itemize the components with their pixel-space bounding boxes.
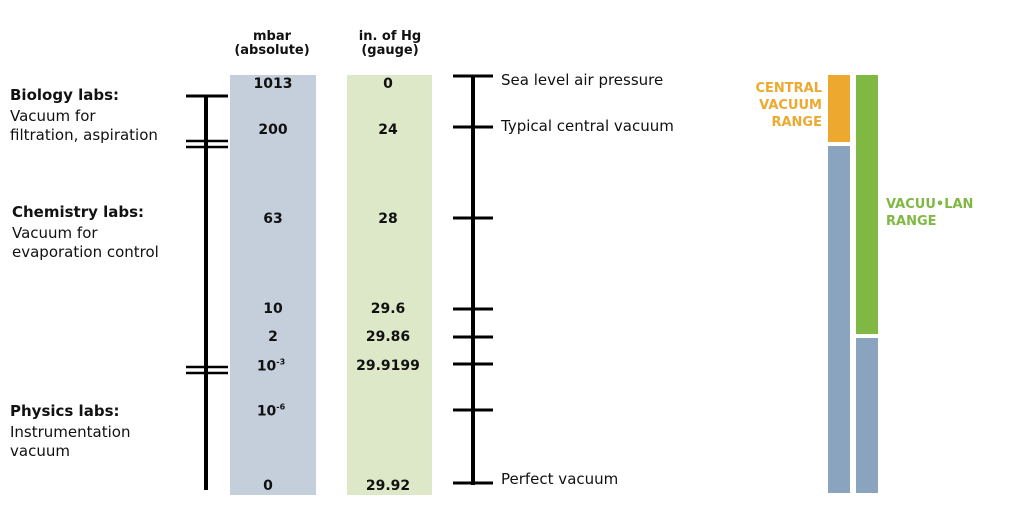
inhg-value: 29.9199 [356,358,420,374]
mbar-column [230,75,316,495]
inhg-value: 29.92 [365,478,411,494]
range-label-line: RANGE [771,115,822,130]
mbar-base: 10 [256,358,277,375]
vacuulan-range-label: VACUU•LAN RANGE [886,196,973,230]
biology-labs-title: Biology labs: [10,86,119,104]
lab-desc-line: Vacuum for [10,107,96,125]
mbar-exponent: -6 [276,402,286,412]
inhg-value: 29.6 [370,301,406,317]
mbar-value: 1013 [253,76,293,92]
range-label-line: CENTRAL [755,81,822,96]
inhg-value: 24 [378,122,398,138]
steel-range-bar [828,146,850,493]
steel-range-bar-lower [856,338,878,493]
vacuulan-range-bar [856,75,878,334]
mbar-header-line2: (absolute) [234,43,310,58]
central-vacuum-range-bar [828,75,850,142]
mbar-value: 10-3 [257,358,285,375]
inhg-header: in. of Hg (gauge) [340,30,440,58]
physics-labs-title: Physics labs: [10,402,120,420]
mbar-value: 200 [258,122,288,138]
mbar-header: mbar (absolute) [222,30,322,58]
sea-level-label: Sea level air pressure [501,71,664,89]
chemistry-labs-desc: Vacuum for evaporation control [12,224,159,262]
range-label-line: VACUUM [759,98,822,113]
mbar-value: 63 [263,211,283,227]
mbar-value: 10 [263,301,283,317]
lab-desc-line: filtration, aspiration [10,126,158,144]
inhg-column [347,75,432,495]
central-vacuum-range-label: CENTRAL VACUUM RANGE [740,80,822,131]
mbar-value: 10-6 [257,403,285,420]
physics-labs-desc: Instrumentation vacuum [10,423,130,461]
range-label-line: RANGE [886,214,937,229]
biology-labs-desc: Vacuum for filtration, aspiration [10,107,158,145]
lab-desc-line: vacuum [10,442,70,460]
mbar-exponent: -3 [276,357,286,367]
lab-desc-line: Vacuum for [12,224,98,242]
inhg-header-line1: in. of Hg [358,29,422,44]
lab-desc-line: Instrumentation [10,423,131,441]
mbar-base: 10 [256,403,277,420]
inhg-value: 29.86 [365,329,411,345]
inhg-value: 28 [378,211,398,227]
range-label-line: VACUU•LAN [886,197,974,212]
typical-central-vacuum-label: Typical central vacuum [501,117,674,135]
perfect-vacuum-label: Perfect vacuum [501,470,619,488]
mbar-value: 0 [263,478,273,494]
lab-desc-line: evaporation control [12,243,159,261]
chemistry-labs-title: Chemistry labs: [12,203,145,221]
mbar-header-line1: mbar [252,29,292,44]
mbar-value: 2 [268,329,278,345]
inhg-value: 0 [383,76,393,92]
inhg-header-line2: (gauge) [361,43,419,58]
